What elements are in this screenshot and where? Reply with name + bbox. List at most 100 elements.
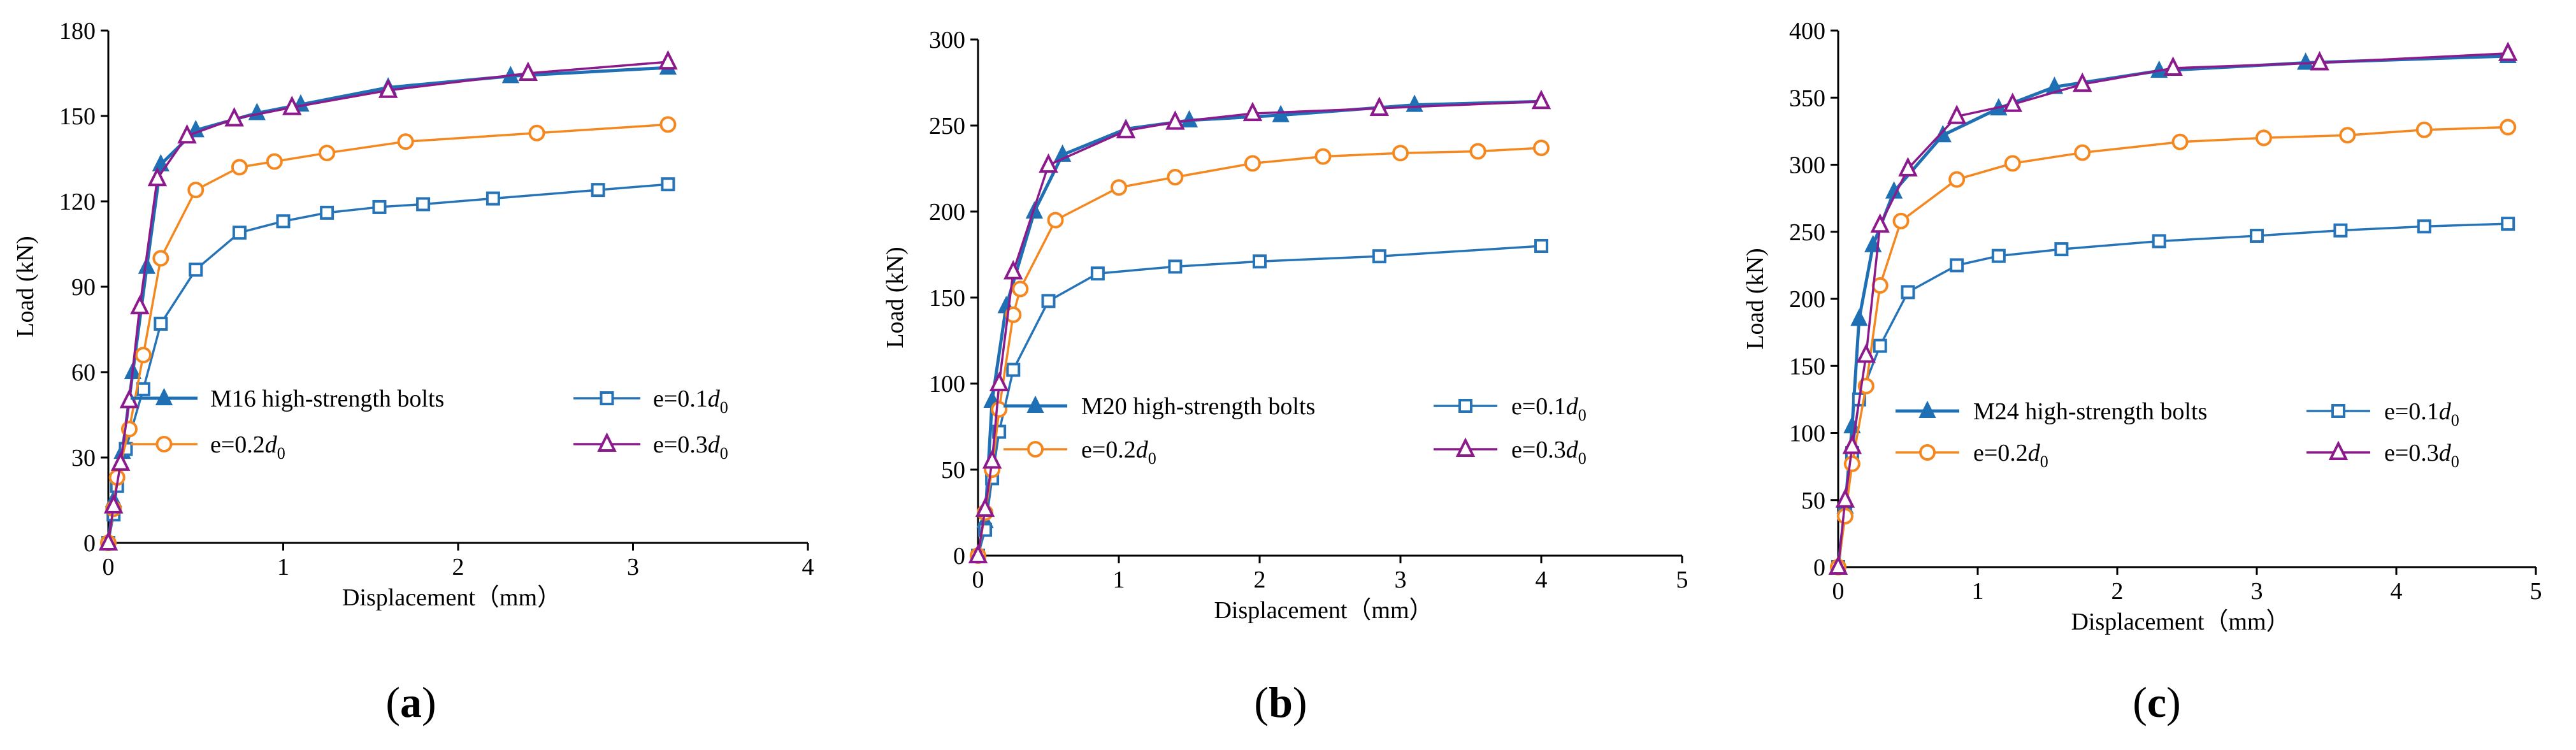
panel-a-series bbox=[98, 50, 678, 551]
panel-a: 0 1 2 3 4 0 30 60 90 120 150 180 M16 high-strength … bbox=[12, 18, 814, 726]
panel-b-legend: M20 high-strength bolts e=0.1d0 e=0.2d0 … bbox=[1004, 393, 1587, 468]
data-point-e03 bbox=[1856, 343, 1876, 363]
legend-label-base: M20 high-strength bolts bbox=[1081, 393, 1315, 420]
data-point-e02 bbox=[1392, 145, 1409, 162]
data-point-e03 bbox=[2073, 72, 2092, 92]
data-point-base bbox=[138, 256, 156, 274]
panel-c-legend: M24 high-strength bolts e=0.1d0 e=0.2d0 … bbox=[1896, 398, 2459, 471]
series-line-e02 bbox=[1837, 126, 2508, 568]
x-tick-label: 1 bbox=[277, 554, 289, 581]
data-point-e03 bbox=[2003, 92, 2022, 112]
data-point-e03 bbox=[968, 544, 988, 563]
data-point-e02 bbox=[2500, 119, 2517, 136]
y-tick-label: 50 bbox=[941, 457, 965, 484]
series-line-e03 bbox=[1837, 52, 2508, 568]
x-tick-label: 3 bbox=[2251, 578, 2263, 605]
data-point-e02 bbox=[1533, 140, 1550, 157]
x-axis-title: Displacement（mm） bbox=[342, 584, 561, 611]
data-point-e02 bbox=[231, 159, 248, 176]
y-tick-label: 0 bbox=[1813, 554, 1825, 581]
data-point-e02 bbox=[1836, 508, 1853, 525]
data-point-e01 bbox=[2333, 223, 2348, 238]
data-point-e03 bbox=[658, 50, 678, 70]
legend-label-e03: e=0.3d0 bbox=[653, 431, 728, 463]
data-point-e02 bbox=[2171, 133, 2189, 150]
y-tick-label: 50 bbox=[1801, 487, 1825, 514]
data-point-e02 bbox=[1314, 148, 1332, 165]
series-line-e03 bbox=[977, 100, 1542, 556]
panel-b-series bbox=[968, 89, 1551, 564]
data-point-e03 bbox=[282, 96, 302, 115]
y-tick-label: 100 bbox=[929, 371, 965, 398]
data-point-e01 bbox=[372, 199, 387, 214]
y-tick-label: 180 bbox=[59, 18, 96, 45]
data-point-e03 bbox=[1039, 153, 1058, 173]
y-tick-label: 0 bbox=[953, 543, 965, 570]
data-point-base bbox=[1272, 105, 1290, 122]
y-axis-title: Load (kN) bbox=[882, 247, 909, 348]
x-tick-label: 0 bbox=[972, 566, 984, 593]
legend-marker-e02 bbox=[1919, 444, 1936, 461]
data-point-e02 bbox=[266, 153, 283, 170]
x-tick-label: 0 bbox=[103, 554, 115, 581]
data-point-e03 bbox=[1835, 488, 1855, 508]
x-tick-label: 0 bbox=[1832, 578, 1845, 605]
x-tick-label: 4 bbox=[1536, 566, 1548, 593]
data-point-e03 bbox=[110, 451, 131, 471]
data-point-e01 bbox=[154, 317, 168, 331]
x-tick-label: 5 bbox=[1676, 566, 1688, 593]
legend-label-e02: e=0.2d0 bbox=[210, 431, 285, 463]
legend-marker-e01 bbox=[2331, 404, 2345, 418]
data-point-e01 bbox=[2501, 217, 2515, 231]
legend-marker-e02 bbox=[155, 436, 173, 452]
data-point-base bbox=[1850, 308, 1868, 326]
x-tick-label: 1 bbox=[1113, 566, 1125, 593]
x-tick-label: 1 bbox=[1972, 578, 1984, 605]
data-point-e02 bbox=[528, 124, 545, 141]
data-point-e03 bbox=[224, 106, 244, 127]
data-point-e01 bbox=[1168, 259, 1183, 274]
data-point-e01 bbox=[1873, 338, 1887, 353]
axes-frame bbox=[107, 31, 808, 544]
data-point-e03 bbox=[1531, 89, 1551, 110]
y-tick-label: 150 bbox=[1789, 353, 1825, 380]
data-point-e02 bbox=[2004, 155, 2021, 172]
data-point-e03 bbox=[982, 449, 1002, 469]
panel-a-ticks: 0 1 2 3 4 0 30 60 90 120 150 180 bbox=[59, 18, 814, 581]
data-point-e03 bbox=[1242, 101, 1263, 122]
y-tick-label: 250 bbox=[929, 113, 965, 140]
data-point-e02 bbox=[2074, 144, 2091, 161]
y-axis-title: Load (kN) bbox=[12, 236, 39, 337]
data-point-e03 bbox=[130, 294, 150, 315]
y-tick-label: 250 bbox=[1789, 219, 1825, 246]
y-tick-label: 120 bbox=[59, 189, 96, 215]
y-tick-label: 90 bbox=[71, 274, 96, 301]
y-tick-label: 200 bbox=[929, 199, 965, 226]
data-point-e03 bbox=[378, 78, 398, 98]
series-line-e02 bbox=[977, 147, 1542, 556]
legend-label-base: M24 high-strength bolts bbox=[1973, 398, 2207, 425]
y-axis-title: Load (kN) bbox=[1742, 248, 1769, 349]
data-point-e03 bbox=[989, 371, 1009, 391]
y-tick-label: 30 bbox=[71, 445, 96, 472]
data-point-e02 bbox=[1843, 455, 1860, 472]
x-tick-label: 2 bbox=[1254, 566, 1266, 593]
y-tick-label: 0 bbox=[83, 530, 96, 557]
data-point-e01 bbox=[661, 177, 675, 192]
data-point-e03 bbox=[1870, 213, 1890, 233]
data-point-e03 bbox=[147, 166, 168, 187]
legend-marker-e01 bbox=[1458, 399, 1472, 413]
data-point-e01 bbox=[2054, 242, 2069, 257]
data-point-e02 bbox=[2339, 127, 2356, 144]
data-point-e01 bbox=[591, 183, 605, 198]
data-point-e01 bbox=[320, 205, 335, 220]
data-point-e02 bbox=[1167, 169, 1184, 185]
data-point-e02 bbox=[659, 116, 677, 133]
data-point-e02 bbox=[2255, 129, 2272, 147]
legend-label-e03: e=0.3d0 bbox=[2384, 440, 2459, 471]
data-point-base bbox=[187, 120, 205, 138]
data-point-e01 bbox=[1991, 249, 2006, 263]
panel-label: (b) bbox=[1254, 678, 1307, 726]
x-tick-label: 2 bbox=[2112, 578, 2124, 605]
